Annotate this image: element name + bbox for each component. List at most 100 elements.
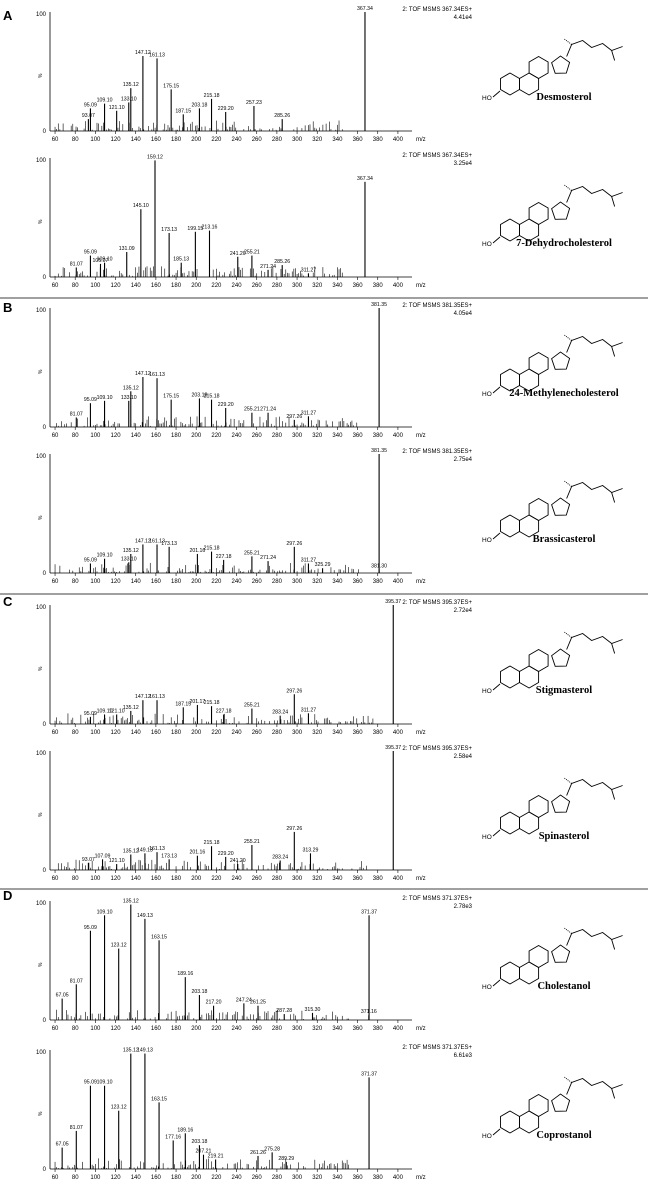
spectrum-stigmasterol: 2: TOF MSMS 395.37ES+ 2.72e4 100 0% 60 80 100 1… xyxy=(36,599,623,736)
x-tick-label: 360 xyxy=(353,283,364,289)
peak-label: 215.18 xyxy=(204,93,220,99)
peak-label: 159.12 xyxy=(147,154,163,160)
x-tick-label: 160 xyxy=(151,433,162,439)
hydroxyl-label: HO xyxy=(482,688,492,695)
peak-label: 201.17 xyxy=(189,699,205,705)
x-tick-label: 200 xyxy=(191,433,202,439)
x-tick-label: 160 xyxy=(151,579,162,585)
peak-label: 241.20 xyxy=(230,251,246,257)
spectrum-header: 2: TOF MSMS 381.35ES+ xyxy=(402,449,472,455)
y-tick-label: 0 xyxy=(43,425,47,431)
x-tick-label: 200 xyxy=(191,1175,202,1181)
methyl-21 xyxy=(563,334,572,341)
peak-label: 93.07 xyxy=(82,113,95,119)
spectrum-header: 2: TOF MSMS 381.35ES+ xyxy=(402,303,472,309)
x-tick-label: 60 xyxy=(52,1026,59,1032)
x-tick-label: 400 xyxy=(393,433,404,439)
x-tick-label: 260 xyxy=(252,283,263,289)
x-tick-label: 60 xyxy=(52,1175,59,1181)
compound-name: Cholestanol xyxy=(537,981,590,992)
peak-label: 255.21 xyxy=(244,550,260,556)
side-chain xyxy=(566,39,623,57)
compound-name: Stigmasterol xyxy=(536,685,592,696)
peak-label: 215.18 xyxy=(204,840,220,846)
x-tick-label: 260 xyxy=(252,1175,263,1181)
y-axis-label: % xyxy=(38,812,44,817)
x-tick-label: 400 xyxy=(393,283,404,289)
x-tick-label: 160 xyxy=(151,876,162,882)
peak-label: 371.37 xyxy=(361,909,377,915)
x-tick-label: 60 xyxy=(52,876,59,882)
x-tick-label: 60 xyxy=(52,433,59,439)
x-tick-label: 80 xyxy=(72,283,79,289)
x-tick-label: 280 xyxy=(272,1175,283,1181)
x-tick-label: 340 xyxy=(332,1026,343,1032)
x-tick-label: 280 xyxy=(272,730,283,736)
x-tick-label: 120 xyxy=(111,730,122,736)
x-tick-label: 280 xyxy=(272,137,283,143)
y-tick-label: 100 xyxy=(36,751,47,757)
x-tick-label: 360 xyxy=(353,1175,364,1181)
peak-label: 255.21 xyxy=(244,703,260,709)
spectrum-header: 2: TOF MSMS 395.37ES+ xyxy=(402,746,472,752)
x-axis-label: m/z xyxy=(416,876,426,882)
y-tick-label: 0 xyxy=(43,129,47,135)
peak-label: 189.16 xyxy=(177,971,193,977)
spectrum-brassicasterol: 2: TOF MSMS 381.35ES+ 2.75e4 100 0% 60 80 100 1… xyxy=(36,448,623,585)
peak-label: 257.23 xyxy=(246,100,262,106)
spectrum-intensity: 2.58e4 xyxy=(454,754,473,760)
peak-label: 203.18 xyxy=(191,102,207,108)
x-tick-label: 400 xyxy=(393,1026,404,1032)
compound-name: Desmosterol xyxy=(536,92,591,103)
x-tick-label: 380 xyxy=(373,433,384,439)
peak-label: 67.05 xyxy=(56,1142,69,1148)
peak-label: 213.16 xyxy=(202,225,218,231)
x-tick-label: 140 xyxy=(131,876,142,882)
x-tick-label: 320 xyxy=(312,137,323,143)
x-tick-label: 360 xyxy=(353,137,364,143)
x-tick-label: 80 xyxy=(72,730,79,736)
ring-c xyxy=(528,1093,549,1118)
ring-d xyxy=(551,944,571,963)
peak-label: 109.10 xyxy=(97,257,113,263)
peak-label: 177.16 xyxy=(165,1134,181,1140)
x-tick-label: 300 xyxy=(292,433,303,439)
spectrum-cholestanol: 2: TOF MSMS 371.37ES+ 2.78e3 100 0% 60 80 100 1… xyxy=(36,896,623,1032)
spectrum-intensity: 2.72e4 xyxy=(454,608,473,614)
spectrum-intensity: 6.61e3 xyxy=(454,1053,473,1059)
x-tick-label: 120 xyxy=(111,876,122,882)
peak-label: 95.09 xyxy=(84,711,97,717)
ring-c xyxy=(528,497,549,522)
x-tick-label: 300 xyxy=(292,730,303,736)
peak-label: 109.10 xyxy=(97,708,113,714)
x-tick-label: 180 xyxy=(171,730,182,736)
ring-d xyxy=(551,794,571,813)
peak-label: 147.12 xyxy=(135,371,151,377)
x-tick-label: 140 xyxy=(131,433,142,439)
x-tick-label: 360 xyxy=(353,1026,364,1032)
peak-label: 297.26 xyxy=(286,688,302,694)
ring-a xyxy=(500,72,520,96)
y-axis-label: % xyxy=(38,219,44,224)
x-tick-label: 360 xyxy=(353,730,364,736)
peak-label: 315.30 xyxy=(305,1007,321,1013)
x-tick-label: 400 xyxy=(393,876,404,882)
x-tick-label: 380 xyxy=(373,876,384,882)
x-tick-label: 220 xyxy=(211,433,222,439)
side-chain-branch xyxy=(611,939,616,950)
ring-a xyxy=(500,961,520,985)
hydroxyl-label: HO xyxy=(482,391,492,398)
x-tick-label: 100 xyxy=(90,876,101,882)
peak-label: 255.21 xyxy=(244,407,260,413)
peak-label: 203.18 xyxy=(191,392,207,398)
x-tick-label: 160 xyxy=(151,283,162,289)
peak-label: 161.13 xyxy=(149,694,165,700)
x-tick-label: 220 xyxy=(211,283,222,289)
x-tick-label: 80 xyxy=(72,1026,79,1032)
y-tick-label: 0 xyxy=(43,1018,47,1024)
peak-label: 395.37 xyxy=(385,745,401,751)
peak-label: 297.26 xyxy=(286,414,302,420)
ring-c xyxy=(528,794,549,819)
peak-label: 227.18 xyxy=(216,708,232,714)
